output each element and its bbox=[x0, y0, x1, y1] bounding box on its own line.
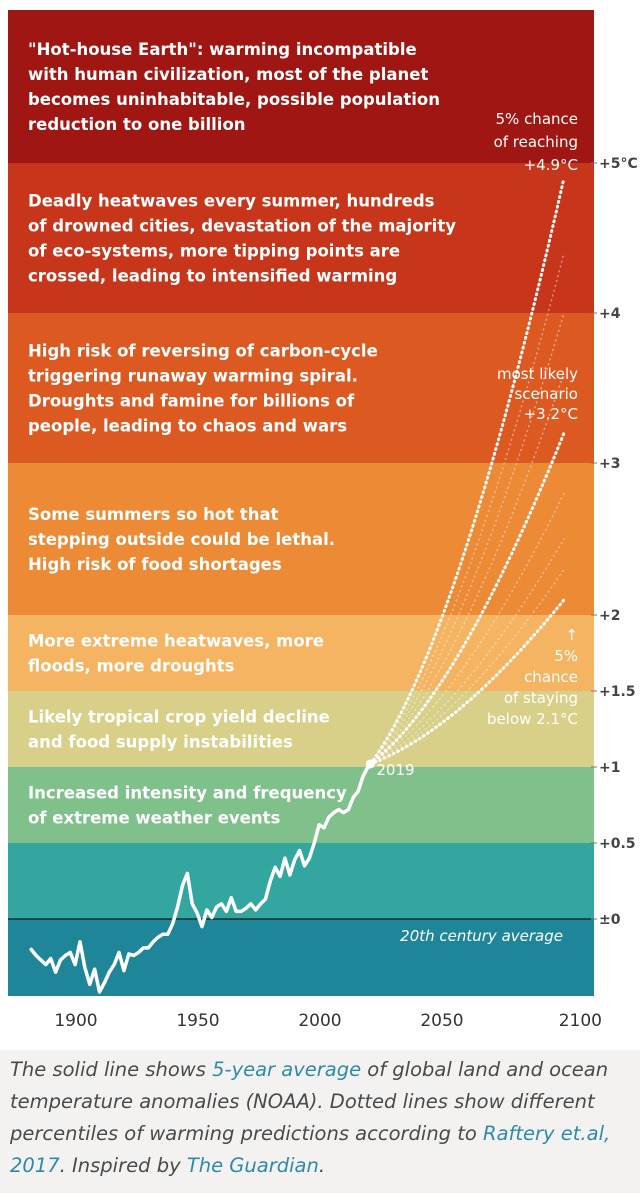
likely-scenario-label: +3.2°C bbox=[524, 405, 578, 423]
y-tick-label: +2 bbox=[599, 608, 620, 624]
chart-container: "Hot-house Earth": warming incompatible w… bbox=[0, 0, 640, 1050]
x-tick-label: 2050 bbox=[420, 1011, 463, 1031]
y-tick-label: +3 bbox=[599, 456, 620, 472]
point-2019 bbox=[365, 759, 375, 769]
chart-annotations: 2019 5% chance of reaching +4.9°C most likel… bbox=[376, 110, 578, 945]
band-description-line: crossed, leading to intensified warming bbox=[28, 267, 397, 286]
low-scenario-label: of staying bbox=[504, 689, 578, 707]
low-scenario-label: 5% bbox=[554, 647, 578, 665]
chart-caption: The solid line shows 5-year average of g… bbox=[10, 1054, 635, 1182]
band-description-line: "Hot-house Earth": warming incompatible bbox=[28, 40, 417, 59]
band-description-line: floods, more droughts bbox=[28, 657, 235, 676]
projection-line bbox=[368, 176, 566, 766]
high-scenario-label: +4.9°C bbox=[524, 156, 578, 174]
y-tick-label: +1 bbox=[599, 760, 620, 776]
x-tick-label: 2100 bbox=[559, 1011, 602, 1031]
x-tick-label: 1900 bbox=[54, 1011, 97, 1031]
band-description-line: and food supply instabilities bbox=[28, 733, 293, 752]
y-tick-label: +1.5 bbox=[599, 684, 636, 700]
y-tick-label: ±0 bbox=[599, 912, 621, 928]
projection-line bbox=[368, 431, 566, 766]
warming-chart: "Hot-house Earth": warming incompatible w… bbox=[8, 10, 638, 1031]
x-tick-label: 2000 bbox=[298, 1011, 341, 1031]
band-description-line: becomes uninhabitable, possible populati… bbox=[28, 90, 440, 109]
band-description-line: with human civilization, most of the pla… bbox=[28, 65, 428, 84]
low-scenario-label: chance bbox=[524, 668, 578, 686]
low-scenario-label: below 2.1°C bbox=[487, 710, 578, 728]
band-description-line: High risk of reversing of carbon-cycle bbox=[28, 342, 378, 361]
caption-text-3: . Inspired by bbox=[59, 1154, 187, 1177]
caption-text-2: of global land and ocean temperature ano… bbox=[10, 1058, 609, 1145]
band-description-line: triggering runaway warming spiral. bbox=[28, 367, 358, 386]
warming-band bbox=[8, 615, 594, 691]
band-description-line: Deadly heatwaves every summer, hundreds bbox=[28, 192, 435, 211]
year-2019-label: 2019 bbox=[376, 761, 414, 779]
x-tick-label: 1950 bbox=[176, 1011, 219, 1031]
baseline-label: 20th century average bbox=[400, 927, 563, 945]
guardian-link[interactable]: The Guardian bbox=[186, 1154, 319, 1177]
projection-lines bbox=[368, 176, 566, 766]
y-tick-label: +0.5 bbox=[599, 836, 636, 852]
warming-band bbox=[8, 10, 594, 163]
observed-line bbox=[29, 762, 373, 994]
y-axis-ticks: +5°C +4 +3 +2 +1.5 +1 +0.5 ±0 bbox=[591, 156, 638, 928]
warming-bands: "Hot-house Earth": warming incompatible w… bbox=[8, 10, 594, 996]
caption-text-1: The solid line shows bbox=[10, 1058, 213, 1081]
warming-band bbox=[8, 767, 594, 843]
band-description-line: of eco-systems, more tipping points are bbox=[28, 242, 400, 261]
band-description-line: of extreme weather events bbox=[28, 809, 280, 828]
band-description-line: stepping outside could be lethal. bbox=[28, 530, 335, 549]
raftery-link[interactable]: Raftery et.al, 2017 bbox=[10, 1122, 611, 1177]
x-axis-ticks: 1900 1950 2000 2050 2100 bbox=[54, 1011, 602, 1031]
likely-scenario-label: scenario bbox=[514, 385, 578, 403]
percentile-line bbox=[369, 568, 565, 765]
band-description-line: Droughts and famine for billions of bbox=[28, 392, 355, 411]
warming-band bbox=[8, 691, 594, 767]
band-description-line: Likely tropical crop yield decline bbox=[28, 708, 330, 727]
percentile-line bbox=[369, 492, 565, 765]
band-description-line: High risk of food shortages bbox=[28, 555, 282, 574]
warming-band bbox=[8, 463, 594, 615]
band-description-line: of drowned cities, devastation of the ma… bbox=[28, 217, 456, 236]
band-description-line: Increased intensity and frequency bbox=[28, 784, 347, 803]
band-description-line: Some summers so hot that bbox=[28, 505, 279, 524]
percentile-line bbox=[369, 312, 565, 765]
projection-line bbox=[368, 598, 566, 766]
percentile-line bbox=[369, 372, 565, 765]
band-description-line: More extreme heatwaves, more bbox=[28, 632, 324, 651]
likely-scenario-label: most likely bbox=[497, 365, 578, 383]
band-description-line: reduction to one billion bbox=[28, 115, 246, 134]
observed-series bbox=[29, 759, 375, 994]
high-scenario-label: of reaching bbox=[494, 133, 578, 151]
warming-band bbox=[8, 163, 594, 313]
high-scenario-label: 5% chance bbox=[496, 110, 579, 128]
low-scenario-label: ↑ bbox=[565, 626, 578, 644]
band-description-line: people, leading to chaos and wars bbox=[28, 417, 347, 436]
y-tick-label: +5°C bbox=[599, 156, 638, 172]
five-year-average-link[interactable]: 5-year average bbox=[212, 1058, 362, 1081]
y-tick-label: +4 bbox=[599, 306, 621, 322]
warming-band bbox=[8, 313, 594, 463]
caption-text-4: . bbox=[318, 1154, 326, 1177]
